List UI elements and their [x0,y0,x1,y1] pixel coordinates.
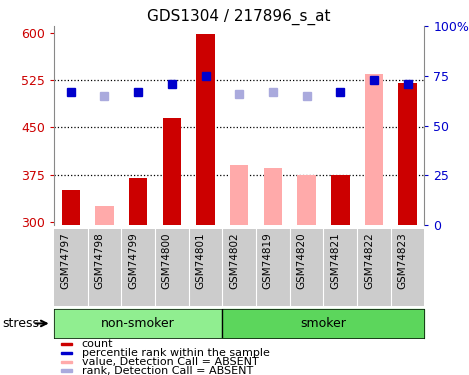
Text: non-smoker: non-smoker [101,317,175,330]
Bar [398,83,417,225]
Bar [163,118,181,225]
Text: GSM74798: GSM74798 [94,232,105,290]
Text: GSM74799: GSM74799 [128,232,138,290]
Text: GSM74800: GSM74800 [162,232,172,289]
Text: GSM74821: GSM74821 [330,232,340,290]
Bar [61,369,72,372]
Bar [61,343,72,345]
Bar [264,168,282,225]
Text: percentile rank within the sample: percentile rank within the sample [82,348,270,358]
Bar [129,178,147,225]
Bar [61,190,80,225]
Text: GSM74819: GSM74819 [263,232,273,290]
Bar [196,34,215,225]
Bar [331,174,349,225]
Text: GSM74801: GSM74801 [196,232,205,289]
Bar [61,352,72,354]
Text: GSM74822: GSM74822 [364,232,374,290]
Text: GSM74802: GSM74802 [229,232,239,289]
Bar [230,165,249,225]
Bar [297,174,316,225]
Bar [222,309,424,338]
Text: count: count [82,339,113,349]
Text: rank, Detection Call = ABSENT: rank, Detection Call = ABSENT [82,366,253,375]
Text: GSM74823: GSM74823 [398,232,408,290]
Title: GDS1304 / 217896_s_at: GDS1304 / 217896_s_at [147,9,331,25]
Text: smoker: smoker [301,317,346,330]
Bar [54,309,222,338]
Text: GSM74797: GSM74797 [61,232,71,290]
Bar [61,361,72,363]
Text: value, Detection Call = ABSENT: value, Detection Call = ABSENT [82,357,258,367]
Text: GSM74820: GSM74820 [296,232,307,289]
Bar [365,74,383,225]
Bar [95,206,113,225]
Text: stress: stress [2,317,39,330]
